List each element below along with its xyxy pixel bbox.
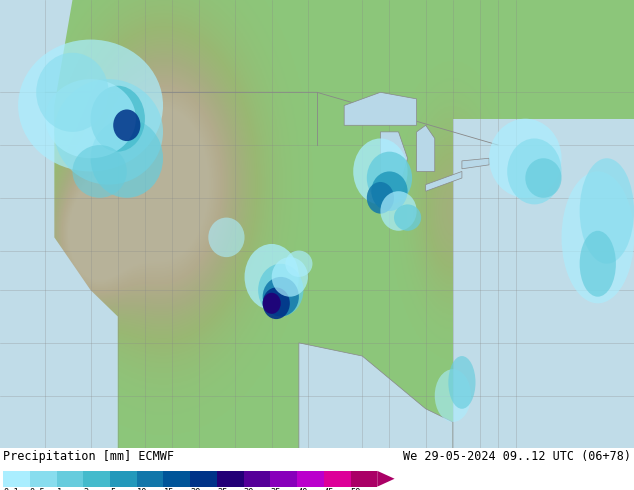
Ellipse shape: [435, 369, 471, 422]
Ellipse shape: [272, 257, 308, 297]
Text: 25: 25: [217, 489, 228, 490]
Ellipse shape: [367, 151, 412, 204]
Bar: [324, 471, 351, 487]
Text: 2: 2: [83, 489, 89, 490]
Text: 0.5: 0.5: [30, 489, 46, 490]
Ellipse shape: [45, 79, 136, 158]
Polygon shape: [0, 0, 118, 448]
Polygon shape: [453, 119, 634, 448]
Text: 10: 10: [137, 489, 147, 490]
Text: 0.1: 0.1: [3, 489, 19, 490]
Ellipse shape: [579, 158, 634, 264]
Text: 15: 15: [164, 489, 174, 490]
Bar: [110, 471, 137, 487]
Ellipse shape: [489, 119, 562, 198]
Ellipse shape: [526, 158, 562, 198]
Bar: [30, 471, 56, 487]
Text: 35: 35: [270, 489, 281, 490]
Ellipse shape: [353, 139, 408, 204]
Polygon shape: [425, 172, 462, 191]
Ellipse shape: [380, 191, 417, 231]
Ellipse shape: [262, 277, 299, 317]
Text: 45: 45: [324, 489, 334, 490]
Polygon shape: [462, 158, 489, 169]
Ellipse shape: [258, 264, 304, 317]
Ellipse shape: [507, 139, 562, 204]
Ellipse shape: [209, 218, 245, 257]
Ellipse shape: [72, 145, 127, 198]
Ellipse shape: [18, 40, 163, 171]
Ellipse shape: [285, 250, 313, 277]
Ellipse shape: [245, 244, 299, 310]
Ellipse shape: [91, 86, 145, 151]
Bar: [190, 471, 217, 487]
Text: Precipitation [mm] ECMWF: Precipitation [mm] ECMWF: [3, 450, 174, 464]
Text: 40: 40: [297, 489, 307, 490]
Ellipse shape: [579, 231, 616, 297]
Bar: [351, 471, 377, 487]
Bar: [83, 471, 110, 487]
Text: 1: 1: [56, 489, 62, 490]
Polygon shape: [380, 132, 408, 191]
Ellipse shape: [367, 182, 394, 214]
Bar: [243, 471, 270, 487]
Text: 5: 5: [110, 489, 115, 490]
Polygon shape: [299, 343, 453, 448]
Ellipse shape: [113, 109, 140, 141]
Ellipse shape: [448, 356, 476, 409]
Text: 50: 50: [351, 489, 361, 490]
Ellipse shape: [394, 204, 421, 231]
Polygon shape: [377, 471, 394, 487]
Text: 30: 30: [243, 489, 254, 490]
Ellipse shape: [372, 172, 408, 211]
Polygon shape: [344, 92, 417, 125]
Polygon shape: [417, 125, 435, 172]
Ellipse shape: [562, 172, 634, 303]
Ellipse shape: [262, 293, 281, 314]
Ellipse shape: [91, 119, 163, 198]
Bar: [3, 471, 30, 487]
Text: We 29-05-2024 09..12 UTC (06+78): We 29-05-2024 09..12 UTC (06+78): [403, 450, 631, 464]
Ellipse shape: [55, 79, 163, 185]
Text: 20: 20: [190, 489, 201, 490]
Bar: [56, 471, 83, 487]
Ellipse shape: [36, 53, 108, 132]
Bar: [164, 471, 190, 487]
Bar: [137, 471, 164, 487]
Bar: [217, 471, 243, 487]
Ellipse shape: [262, 288, 290, 319]
Bar: [297, 471, 324, 487]
Bar: [270, 471, 297, 487]
